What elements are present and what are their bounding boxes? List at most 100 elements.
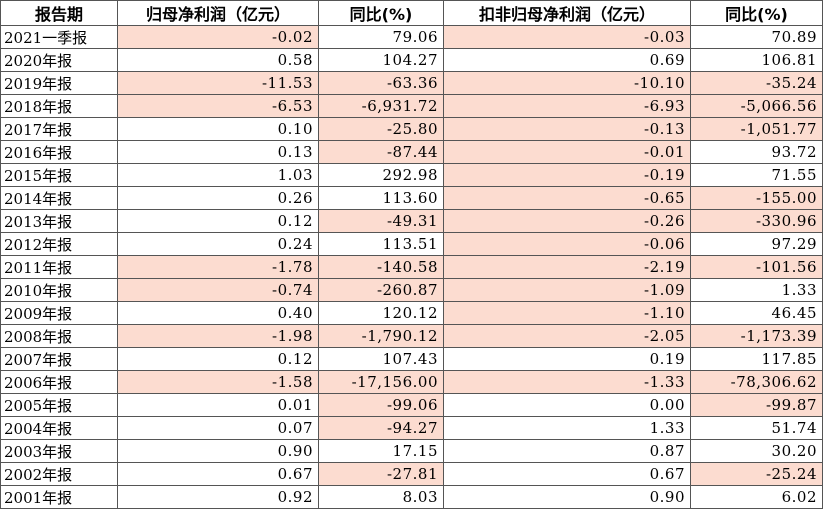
period-cell: 2007年报	[0, 347, 118, 371]
table-row: 2002年报 0.67 -27.81 0.67 -25.24	[0, 462, 823, 486]
header-deducted-net-profit-yoy: 同比(%)	[690, 0, 823, 26]
header-net-profit-yoy: 同比(%)	[318, 0, 444, 26]
table-row: 2020年报 0.58 104.27 0.69 106.81	[0, 48, 823, 72]
deducted-net-profit-yoy-cell: -101.56	[690, 255, 823, 279]
net-profit-cell: -1.98	[117, 324, 319, 348]
deducted-net-profit-yoy-cell: 106.81	[690, 48, 823, 72]
net-profit-yoy-cell: 120.12	[318, 301, 444, 325]
net-profit-yoy-cell: -17,156.00	[318, 370, 444, 394]
table-row: 2013年报 0.12 -49.31 -0.26 -330.96	[0, 209, 823, 233]
deducted-net-profit-cell: -1.10	[443, 301, 691, 325]
net-profit-yoy-cell: 292.98	[318, 163, 444, 187]
period-cell: 2020年报	[0, 48, 118, 72]
deducted-net-profit-cell: 0.67	[443, 462, 691, 486]
net-profit-cell: 1.03	[117, 163, 319, 187]
table-row: 2012年报 0.24 113.51 -0.06 97.29	[0, 232, 823, 256]
net-profit-yoy-cell: 17.15	[318, 439, 444, 463]
deducted-net-profit-cell: 0.90	[443, 485, 691, 509]
deducted-net-profit-cell: -1.33	[443, 370, 691, 394]
period-cell: 2010年报	[0, 278, 118, 302]
table-row: 2009年报 0.40 120.12 -1.10 46.45	[0, 301, 823, 325]
net-profit-yoy-cell: -99.06	[318, 393, 444, 417]
deducted-net-profit-cell: -0.26	[443, 209, 691, 233]
deducted-net-profit-yoy-cell: -99.87	[690, 393, 823, 417]
deducted-net-profit-cell: -0.65	[443, 186, 691, 210]
net-profit-cell: 0.13	[117, 140, 319, 164]
net-profit-yoy-cell: -6,931.72	[318, 94, 444, 118]
table-header: 报告期 归母净利润（亿元） 同比(%) 扣非归母净利润（亿元） 同比(%)	[0, 0, 823, 26]
table-row: 2016年报 0.13 -87.44 -0.01 93.72	[0, 140, 823, 164]
period-cell: 2012年报	[0, 232, 118, 256]
period-cell: 2014年报	[0, 186, 118, 210]
period-cell: 2015年报	[0, 163, 118, 187]
period-cell: 2009年报	[0, 301, 118, 325]
deducted-net-profit-cell: -0.01	[443, 140, 691, 164]
deducted-net-profit-cell: 1.33	[443, 416, 691, 440]
net-profit-cell: -6.53	[117, 94, 319, 118]
net-profit-yoy-cell: -49.31	[318, 209, 444, 233]
deducted-net-profit-yoy-cell: 51.74	[690, 416, 823, 440]
table-row: 2018年报 -6.53 -6,931.72 -6.93 -5,066.56	[0, 94, 823, 118]
deducted-net-profit-yoy-cell: -35.24	[690, 71, 823, 95]
period-cell: 2004年报	[0, 416, 118, 440]
period-cell: 2001年报	[0, 485, 118, 509]
net-profit-cell: 0.90	[117, 439, 319, 463]
net-profit-cell: -1.58	[117, 370, 319, 394]
deducted-net-profit-yoy-cell: 70.89	[690, 25, 823, 49]
deducted-net-profit-yoy-cell: -78,306.62	[690, 370, 823, 394]
net-profit-yoy-cell: -87.44	[318, 140, 444, 164]
net-profit-cell: 0.01	[117, 393, 319, 417]
deducted-net-profit-yoy-cell: 6.02	[690, 485, 823, 509]
deducted-net-profit-cell: -10.10	[443, 71, 691, 95]
period-cell: 2013年报	[0, 209, 118, 233]
deducted-net-profit-cell: 0.69	[443, 48, 691, 72]
table-row: 2015年报 1.03 292.98 -0.19 71.55	[0, 163, 823, 187]
net-profit-cell: 0.24	[117, 232, 319, 256]
table-row: 2019年报 -11.53 -63.36 -10.10 -35.24	[0, 71, 823, 95]
deducted-net-profit-yoy-cell: 93.72	[690, 140, 823, 164]
net-profit-yoy-cell: 107.43	[318, 347, 444, 371]
net-profit-cell: 0.67	[117, 462, 319, 486]
deducted-net-profit-cell: -6.93	[443, 94, 691, 118]
deducted-net-profit-cell: -0.13	[443, 117, 691, 141]
table-row: 2007年报 0.12 107.43 0.19 117.85	[0, 347, 823, 371]
period-cell: 2002年报	[0, 462, 118, 486]
deducted-net-profit-cell: -0.06	[443, 232, 691, 256]
net-profit-cell: 0.07	[117, 416, 319, 440]
period-cell: 2021一季报	[0, 25, 118, 49]
table-row: 2010年报 -0.74 -260.87 -1.09 1.33	[0, 278, 823, 302]
table-row: 2008年报 -1.98 -1,790.12 -2.05 -1,173.39	[0, 324, 823, 348]
net-profit-yoy-cell: 113.51	[318, 232, 444, 256]
header-period: 报告期	[0, 0, 118, 26]
table-row: 2017年报 0.10 -25.80 -0.13 -1,051.77	[0, 117, 823, 141]
net-profit-cell: 0.92	[117, 485, 319, 509]
net-profit-yoy-cell: 8.03	[318, 485, 444, 509]
deducted-net-profit-cell: 0.00	[443, 393, 691, 417]
period-cell: 2003年报	[0, 439, 118, 463]
deducted-net-profit-cell: 0.87	[443, 439, 691, 463]
net-profit-cell: -1.78	[117, 255, 319, 279]
deducted-net-profit-yoy-cell: 1.33	[690, 278, 823, 302]
header-deducted-net-profit: 扣非归母净利润（亿元）	[443, 0, 691, 26]
table-row: 2014年报 0.26 113.60 -0.65 -155.00	[0, 186, 823, 210]
table-row: 2021一季报 -0.02 79.06 -0.03 70.89	[0, 25, 823, 49]
net-profit-yoy-cell: -94.27	[318, 416, 444, 440]
period-cell: 2016年报	[0, 140, 118, 164]
deducted-net-profit-yoy-cell: 46.45	[690, 301, 823, 325]
net-profit-yoy-cell: -140.58	[318, 255, 444, 279]
header-net-profit: 归母净利润（亿元）	[117, 0, 319, 26]
net-profit-cell: 0.12	[117, 347, 319, 371]
table-row: 2004年报 0.07 -94.27 1.33 51.74	[0, 416, 823, 440]
deducted-net-profit-yoy-cell: -330.96	[690, 209, 823, 233]
net-profit-yoy-cell: -27.81	[318, 462, 444, 486]
net-profit-cell: -0.02	[117, 25, 319, 49]
deducted-net-profit-cell: 0.19	[443, 347, 691, 371]
deducted-net-profit-cell: -1.09	[443, 278, 691, 302]
deducted-net-profit-cell: -0.19	[443, 163, 691, 187]
deducted-net-profit-cell: -0.03	[443, 25, 691, 49]
net-profit-cell: 0.58	[117, 48, 319, 72]
deducted-net-profit-yoy-cell: -5,066.56	[690, 94, 823, 118]
period-cell: 2019年报	[0, 71, 118, 95]
net-profit-cell: 0.12	[117, 209, 319, 233]
